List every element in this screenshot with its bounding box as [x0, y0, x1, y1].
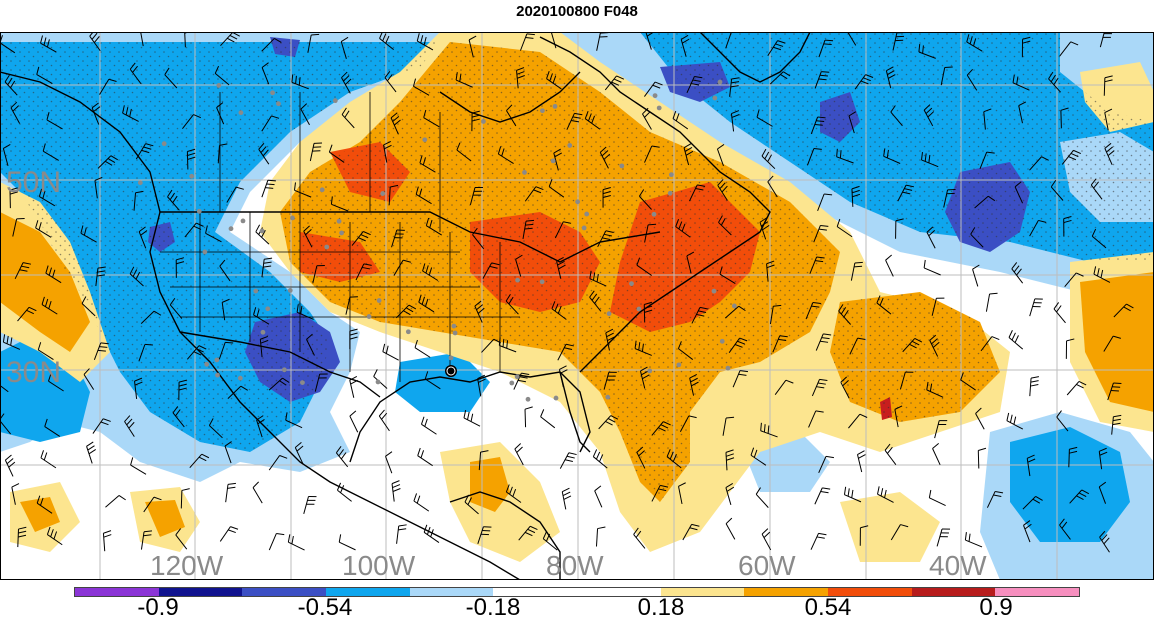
station-dot [551, 158, 556, 163]
station-dot [607, 311, 612, 316]
station-dot [202, 250, 207, 255]
station-dot [204, 362, 209, 367]
station-dot [657, 106, 662, 111]
station-dot [720, 339, 725, 344]
station-dot [229, 226, 234, 231]
station-dot [261, 330, 266, 335]
station-dot [380, 191, 385, 196]
station-dot [712, 289, 717, 294]
station-dot [540, 279, 545, 284]
station-dot [726, 366, 731, 371]
station-dot [377, 298, 382, 303]
station-dot [265, 306, 270, 311]
colorbar-label-0-54: 0.54 [805, 594, 852, 622]
station-dot [669, 172, 674, 177]
station-dot [481, 119, 486, 124]
station-dot [333, 98, 338, 103]
lon-label-80w: 80W [546, 550, 604, 580]
station-dot [647, 368, 652, 373]
station-dot [422, 137, 427, 142]
station-dot [629, 281, 634, 286]
colorbar-label-neg-0-9: -0.9 [137, 594, 178, 622]
station-dot [526, 397, 531, 402]
station-dot [290, 216, 295, 221]
station-dot [605, 395, 610, 400]
station-dot [288, 288, 293, 293]
station-dot [553, 104, 558, 109]
station-dot [652, 212, 657, 217]
station-dot [653, 93, 658, 98]
station-dot [189, 174, 194, 179]
colorbar-label-neg-0-54: -0.54 [298, 594, 353, 622]
station-dot [406, 329, 411, 334]
station-dot [637, 307, 642, 312]
station-dot [515, 374, 520, 379]
station-dot [567, 143, 572, 148]
station-dot [339, 231, 344, 236]
station-dot [554, 396, 559, 401]
colorbar-label-neg-0-18: -0.18 [466, 594, 521, 622]
lon-label-100w: 100W [342, 550, 416, 580]
station-dot [270, 90, 275, 95]
station-dot [619, 163, 624, 168]
station-dot [215, 373, 220, 378]
station-dot [238, 376, 243, 381]
station-dot [449, 355, 454, 360]
station-dot [376, 380, 381, 385]
station-dot [241, 218, 246, 223]
station-dot [282, 367, 287, 372]
station-dot [712, 96, 717, 101]
station-dot [515, 278, 520, 283]
station-dot [239, 110, 244, 115]
station-dot [214, 358, 219, 363]
station-dot [575, 199, 580, 204]
station-dot [676, 362, 681, 367]
lat-label-50n: 50N [6, 166, 61, 199]
colorbar-label-0-18: 0.18 [638, 594, 685, 622]
station-dot [451, 324, 456, 329]
station-dot [668, 191, 673, 196]
station-dot [320, 187, 325, 192]
station-dot [732, 304, 737, 309]
weather-map: 50N 30N 120W 100W 80W 60W 40W [0, 32, 1154, 580]
station-dot [540, 108, 545, 113]
station-dot [584, 212, 589, 217]
station-dot [718, 80, 723, 85]
station-dot [453, 331, 458, 336]
lat-label-30n: 30N [6, 356, 61, 389]
station-dot [260, 228, 265, 233]
lon-label-60w: 60W [738, 550, 796, 580]
station-dot [337, 219, 342, 224]
station-dot [253, 289, 258, 294]
station-dot [582, 226, 587, 231]
station-dot [276, 101, 281, 106]
colorbar [74, 587, 1080, 597]
station-dot [197, 209, 202, 214]
lon-label-120w: 120W [150, 550, 224, 580]
station-dot [162, 141, 167, 146]
station-dot [216, 83, 221, 88]
station-dot [138, 180, 143, 185]
station-dot [367, 314, 372, 319]
station-dot [300, 380, 305, 385]
map-title: 2020100800 F048 [0, 0, 1154, 30]
station-dot [509, 381, 514, 386]
lon-label-40w: 40W [929, 550, 987, 580]
station-dot [324, 245, 329, 250]
station-dot [522, 170, 527, 175]
colorbar-label-0-9: 0.9 [979, 594, 1012, 622]
